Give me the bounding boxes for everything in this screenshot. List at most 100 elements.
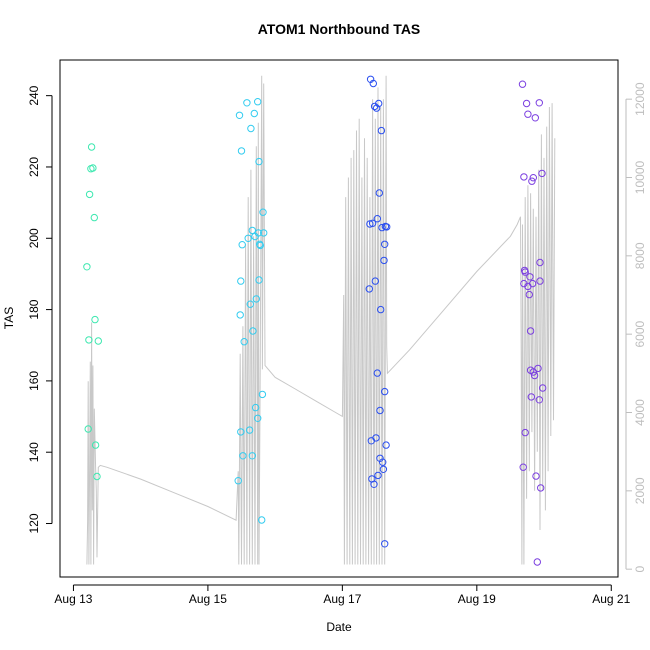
data-point-series-2	[247, 124, 255, 133]
data-point-series-2	[234, 477, 242, 485]
y-tick-label: 160	[27, 371, 41, 391]
data-point-series-1	[94, 337, 103, 345]
data-point-series-1	[87, 143, 96, 151]
secondary-y-tick-label: 4000	[633, 399, 647, 426]
data-point-series-3	[376, 406, 384, 415]
data-point-series-1	[83, 263, 91, 271]
scatter-points	[83, 75, 547, 566]
secondary-y-tick-label: 12000	[633, 82, 647, 116]
data-point-series-2	[249, 327, 257, 335]
data-point-series-3	[381, 540, 389, 548]
data-point-series-3	[368, 219, 377, 228]
data-point-series-4	[535, 396, 543, 404]
data-point-series-4	[521, 428, 529, 437]
data-point-series-3	[373, 369, 381, 377]
data-point-series-2	[237, 147, 246, 155]
data-point-series-2	[246, 300, 255, 308]
data-point-series-4	[536, 277, 544, 285]
data-point-series-3	[374, 471, 382, 480]
chart-title: ATOM1 Northbound TAS	[258, 21, 421, 37]
data-point-series-1	[93, 472, 101, 481]
data-point-series-1	[89, 164, 97, 172]
y-tick-label: 140	[27, 442, 41, 462]
data-point-series-4	[538, 169, 546, 178]
data-point-series-4	[539, 384, 547, 392]
data-point-series-3	[383, 223, 391, 231]
data-point-series-2	[245, 426, 254, 434]
data-point-series-4	[536, 258, 544, 267]
x-tick-label: Aug 17	[323, 592, 361, 606]
data-point-series-1	[90, 213, 99, 222]
data-point-series-2	[237, 277, 245, 285]
data-point-series-4	[520, 173, 528, 181]
data-point-series-4	[526, 273, 534, 281]
y-axis-label: TAS	[2, 307, 16, 329]
y-tick-label: 240	[27, 85, 41, 105]
data-point-series-4	[529, 368, 537, 376]
x-tick-label: Aug 19	[458, 592, 496, 606]
data-point-series-4	[518, 80, 527, 88]
data-point-series-1	[91, 315, 99, 324]
data-point-series-1	[85, 190, 94, 199]
data-point-series-4	[519, 463, 527, 471]
data-point-series-3	[378, 223, 386, 232]
x-tick-label: Aug 13	[54, 592, 92, 606]
data-point-series-4	[528, 177, 536, 185]
y-tick-label: 180	[27, 299, 41, 319]
y-tick-label: 220	[27, 157, 41, 177]
data-point-series-3	[365, 285, 373, 293]
data-point-series-2	[258, 390, 267, 399]
data-point-series-4	[535, 99, 543, 107]
altitude-line	[86, 75, 556, 565]
data-point-series-3	[380, 256, 388, 265]
data-point-series-3	[377, 126, 386, 135]
data-point-series-2	[238, 241, 246, 249]
data-point-series-3	[373, 215, 381, 223]
data-point-series-4	[524, 110, 532, 118]
data-point-series-2	[258, 516, 266, 524]
data-point-series-2	[236, 311, 244, 319]
secondary-y-tick-label: 10000	[633, 160, 647, 194]
data-point-series-2	[254, 414, 262, 422]
data-point-series-4	[526, 327, 535, 335]
data-point-series-2	[251, 403, 260, 412]
data-point-series-4	[534, 364, 542, 373]
data-point-series-1	[91, 441, 100, 449]
data-point-series-2	[248, 452, 257, 460]
data-point-series-4	[529, 174, 537, 182]
data-point-series-4	[521, 268, 529, 276]
data-point-series-3	[370, 480, 378, 488]
data-point-series-4	[531, 114, 539, 122]
data-point-series-3	[376, 454, 384, 462]
data-point-series-2	[239, 452, 247, 460]
data-point-series-4	[525, 290, 533, 299]
axes: 120 140 160 180 200 220 240 Aug 13 Aug 15 Aug 17 A…	[27, 82, 647, 606]
data-point-series-3	[371, 277, 379, 285]
y-tick-label: 200	[27, 228, 41, 248]
data-point-series-4	[537, 484, 545, 492]
data-point-series-3	[372, 434, 380, 442]
secondary-y-tick-label: 0	[633, 566, 647, 573]
x-tick-label: Aug 21	[592, 592, 630, 606]
data-point-series-3	[381, 387, 389, 396]
data-point-series-3	[379, 465, 388, 473]
data-point-series-4	[522, 99, 531, 108]
data-point-series-2	[235, 111, 244, 120]
data-point-series-4	[532, 472, 540, 480]
x-tick-label: Aug 15	[189, 592, 227, 606]
data-point-series-3	[377, 305, 385, 314]
data-point-series-3	[375, 99, 383, 108]
y-tick-label: 120	[27, 513, 41, 533]
secondary-y-tick-label: 8000	[633, 242, 647, 269]
data-point-series-2	[254, 229, 262, 237]
x-axis-label: Date	[326, 620, 352, 634]
data-point-series-4	[533, 558, 541, 566]
data-point-series-3	[375, 189, 383, 197]
data-point-series-2	[250, 109, 259, 118]
data-point-series-2	[240, 338, 248, 346]
data-point-series-2	[252, 295, 260, 303]
secondary-series-line	[86, 75, 556, 565]
secondary-y-tick-label: 6000	[633, 320, 647, 347]
data-point-series-2	[260, 229, 268, 237]
